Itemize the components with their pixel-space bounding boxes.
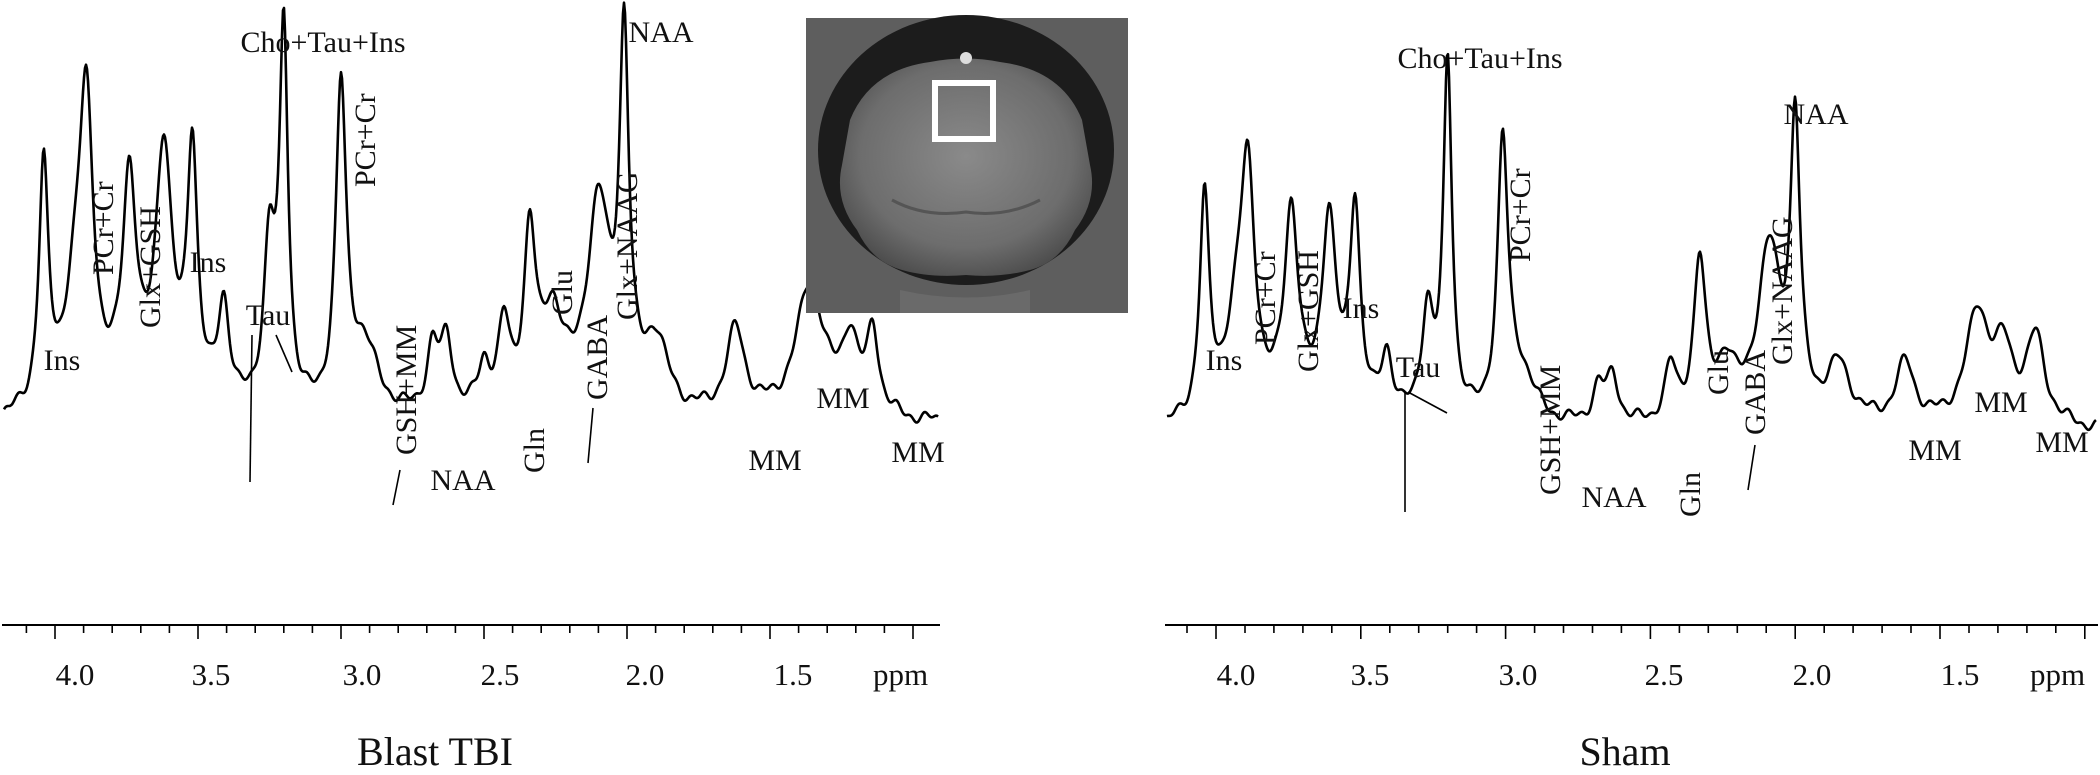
tau-leader-line: [249, 334, 253, 483]
peak-label-mm: MM: [816, 382, 869, 415]
peak-label-mm: MM: [748, 444, 801, 477]
peak-label-gaba: GABA: [581, 315, 614, 400]
peak-label-mm: MM: [891, 436, 944, 469]
peak-label-glu: Glu: [546, 270, 579, 315]
peak-label-gln: Gln: [518, 428, 551, 473]
peak-label-mm: MM: [1974, 386, 2027, 419]
chart-title: Blast TBI: [357, 729, 513, 774]
gaba-leader-line: [1747, 444, 1756, 491]
gsh-mm-leader-line: [392, 469, 401, 506]
x-tick-label: 3.0: [343, 657, 382, 692]
peak-label-tau: Tau: [246, 299, 291, 332]
peak-label-pcr-cr: PCr+Cr: [87, 181, 120, 275]
chart-panel-sham: 4.0 3.5 3.0 2.5 2.0 1.5 ppm Sham Ins PCr…: [1165, 42, 2098, 774]
peak-label-ins: Ins: [44, 344, 81, 377]
x-axis-unit-label: ppm: [2030, 657, 2085, 692]
x-tick-label: 1.5: [1941, 657, 1980, 692]
peak-label-glu: Glu: [1702, 350, 1735, 395]
peak-label-glx-naag: Glx+NAAG: [1766, 216, 1799, 365]
chart-title: Sham: [1579, 729, 1670, 774]
peak-label-gln: Gln: [1674, 472, 1707, 517]
peak-label-ins: Ins: [1206, 344, 1243, 377]
x-tick-label: 1.5: [774, 657, 813, 692]
peak-label-naa: NAA: [1784, 98, 1849, 131]
x-axis-ticks: [25, 625, 914, 639]
x-tick-label: 4.0: [1217, 657, 1256, 692]
mri-inset-image: [806, 15, 1128, 313]
x-tick-label: 3.5: [192, 657, 231, 692]
x-tick-label: 2.5: [481, 657, 520, 692]
tau-leader-line: [275, 334, 293, 373]
x-axis-unit-label: ppm: [873, 657, 928, 692]
gaba-leader-line: [587, 407, 594, 464]
x-tick-label: 2.0: [626, 657, 665, 692]
x-tick-label: 2.0: [1793, 657, 1832, 692]
peak-label-tau: Tau: [1396, 351, 1441, 384]
peak-label-cho-tau-ins: Cho+Tau+Ins: [1397, 42, 1562, 75]
peak-label-naa: NAA: [629, 16, 694, 49]
peak-label-pcr-cr: PCr+Cr: [349, 93, 382, 187]
x-tick-label: 4.0: [56, 657, 95, 692]
peak-label-glx-gsh: Glx+GSH: [134, 206, 167, 328]
peak-label-glx-naag: Glx+NAAG: [611, 171, 644, 320]
peak-label-pcr-cr: PCr+Cr: [1504, 168, 1537, 262]
peak-label-ins: Ins: [190, 246, 227, 279]
peak-label-gsh-mm: GSH+MM: [390, 325, 423, 455]
x-axis-ticks: [1186, 625, 2086, 639]
peak-label-mm: MM: [2035, 426, 2088, 459]
spectrum-line: [2, 1, 939, 424]
peak-label-glx-gsh: Glx+GSH: [1292, 250, 1325, 372]
peak-label-cho-tau-ins: Cho+Tau+Ins: [240, 26, 405, 59]
peak-label-gaba: GABA: [1739, 350, 1772, 435]
x-tick-label: 3.5: [1351, 657, 1390, 692]
spectrum-line: [1166, 52, 2097, 432]
peak-label-naa: NAA: [1582, 481, 1647, 514]
x-tick-label: 3.0: [1499, 657, 1538, 692]
tau-leader-line: [1407, 391, 1448, 414]
peak-label-mm: MM: [1908, 434, 1961, 467]
voxel-marker: [932, 80, 996, 142]
peak-label-pcr-cr: PCr+Cr: [1249, 251, 1282, 345]
chart-panel-blast-tbi: 4.0 3.5 3.0 2.5 2.0 1.5 ppm Blast TBI In…: [2, 1, 945, 774]
peak-label-naa: NAA: [431, 464, 496, 497]
peak-label-gsh-mm: GSH+MM: [1534, 365, 1567, 495]
peak-label-ins: Ins: [1343, 292, 1380, 325]
x-tick-label: 2.5: [1645, 657, 1684, 692]
